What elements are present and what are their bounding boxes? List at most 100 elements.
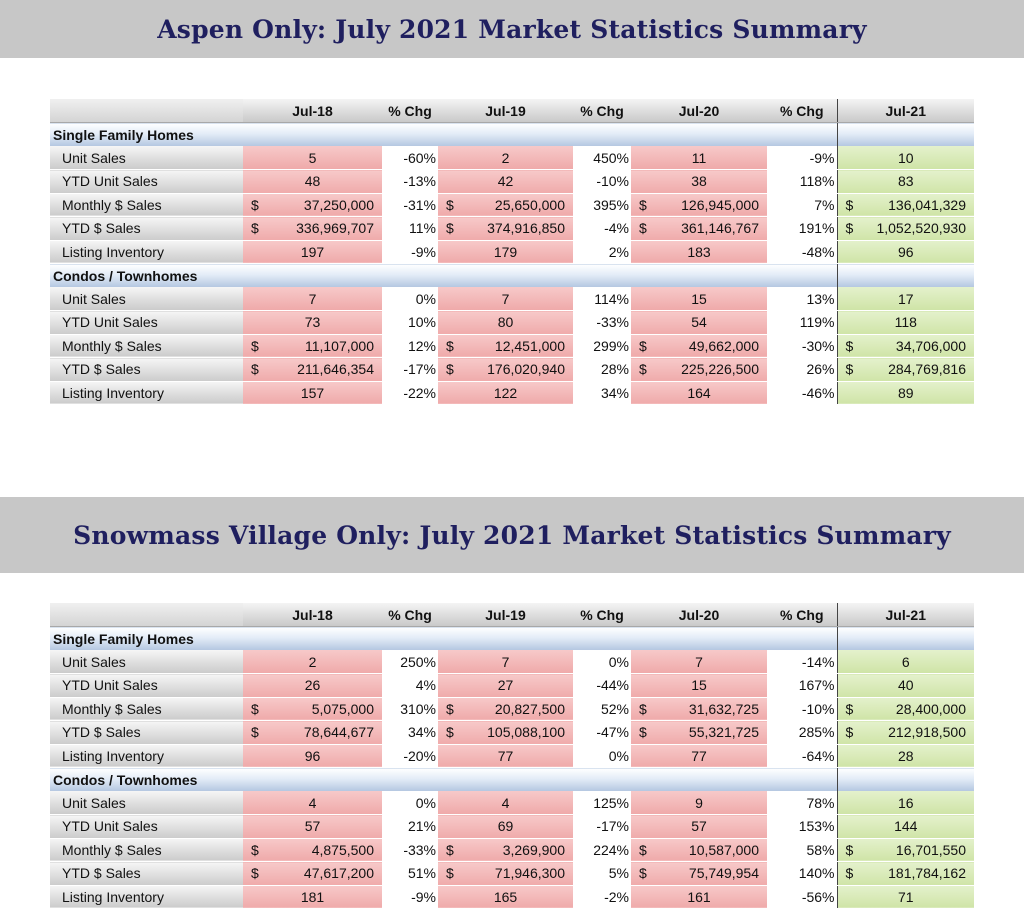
currency-symbol: $ (639, 841, 647, 858)
jul20-cell-money: $75,749,954 (631, 865, 767, 881)
jul20-cell-value: 183 (687, 243, 711, 260)
jul20-cell: 57 (631, 814, 767, 839)
pct-change-1: -20% (382, 744, 438, 768)
jul20-cell: $126,945,000 (631, 193, 767, 217)
jul20-cell: $49,662,000 (631, 334, 767, 358)
pct-change-2: -10% (573, 169, 631, 193)
jul20-cell-value: 49,662,000 (688, 337, 759, 354)
table-row: Unit Sales 7 0% 7 114% 15 13% 17 (50, 287, 974, 311)
jul21-cell: 10 (836, 146, 974, 170)
jul20-cell: 11 (631, 146, 767, 170)
pct-change-3: 13% (767, 287, 837, 311)
jul21-cell: 40 (836, 673, 974, 698)
aspen-stats-table: Jul-18% Chg Jul-19% Chg Jul-20% Chg Jul-21 … (50, 99, 974, 405)
snowmass-stats-table: Jul-18% Chg Jul-19% Chg Jul-20% Chg Jul-21 … (50, 603, 974, 909)
jul20-cell-value: 7 (695, 653, 703, 670)
pct-change-3: -56% (767, 885, 837, 909)
pct-change-3: 191% (767, 216, 837, 240)
jul21-cell-value: 10 (897, 149, 914, 166)
pct-change-3: 26% (767, 357, 837, 381)
jul20-cell-value: 15 (691, 677, 707, 694)
pct-change-2: -33% (573, 310, 631, 334)
jul21-cell: 144 (836, 814, 974, 839)
table-row: Unit Sales 4 0% 4 125% 9 78% 16 (50, 791, 974, 815)
jul21-cell: $28,400,000 (836, 697, 974, 721)
column-header: Jul-21 (836, 603, 974, 627)
table-row: Monthly $ Sales $4,875,500 -33% $3,269,900 2… (50, 838, 974, 862)
pct-change-2: 299% (573, 334, 631, 358)
jul20-cell-value: 75,749,954 (688, 865, 759, 882)
pct-change-1: 12% (382, 334, 438, 358)
jul21-cell-value: 118 (894, 314, 917, 331)
column-header (50, 603, 243, 627)
row-label: Unit Sales (50, 287, 243, 311)
jul21-cell-value: 89 (897, 384, 914, 401)
jul21-cell: 89 (836, 381, 974, 405)
jul21-cell-money: $16,701,550 (838, 842, 974, 858)
jul20-cell: 183 (631, 240, 767, 264)
table-row: YTD $ Sales $78,644,677 34% $105,088,100 -47… (50, 720, 974, 745)
jul19-cell-value: 122 (493, 384, 518, 401)
row-label: Unit Sales (50, 146, 243, 170)
snowmass-title: Snowmass Village Only: July 2021 Market … (73, 520, 951, 550)
column-header: % Chg (573, 99, 631, 123)
pct-change-1: 10% (382, 310, 438, 334)
jul18-cell-value: 78,644,677 (303, 724, 374, 741)
column-header: % Chg (573, 603, 631, 627)
jul21-cell: 28 (836, 744, 974, 768)
pct-change-2: -4% (573, 216, 631, 240)
aspen-title: Aspen Only: July 2021 Market Statistics … (157, 14, 867, 44)
jul21-cell-value: 284,769,816 (888, 361, 966, 378)
jul21-cell-value: 34,706,000 (895, 337, 966, 354)
jul19-cell-value: 80 (497, 314, 514, 331)
pct-change-2: 2% (573, 240, 631, 264)
currency-symbol: $ (446, 865, 454, 882)
jul21-cell-money: $34,706,000 (838, 337, 974, 354)
jul18-cell: $11,107,000 (243, 334, 382, 358)
jul18-cell: 157 (243, 381, 382, 405)
jul18-cell: $5,075,000 (243, 697, 382, 721)
jul20-cell-value: 9 (695, 794, 703, 811)
row-label: Listing Inventory (50, 240, 243, 264)
currency-symbol: $ (845, 337, 854, 354)
currency-symbol: $ (639, 865, 647, 882)
jul19-cell-value: 20,827,500 (494, 700, 565, 717)
jul18-cell-value: 73 (304, 314, 321, 331)
column-header: % Chg (767, 603, 837, 627)
jul21-cell: 118 (836, 310, 974, 335)
jul19-cell-value: 2 (501, 149, 510, 166)
jul20-cell-money: $55,321,725 (631, 724, 767, 740)
currency-symbol: $ (639, 196, 647, 213)
table-row: YTD $ Sales $47,617,200 51% $71,946,300 5% $7… (50, 861, 974, 886)
jul18-cell-value: 4 (308, 794, 317, 811)
table-row: YTD Unit Sales 26 4% 27 -44% 15 167% 40 (50, 673, 974, 698)
jul18-cell: 197 (243, 240, 382, 264)
column-header (50, 99, 243, 123)
jul20-cell-value: 161 (687, 888, 711, 905)
pct-change-2: -2% (573, 885, 631, 909)
jul19-cell: $71,946,300 (438, 861, 573, 886)
jul18-cell-money: $4,875,500 (243, 842, 382, 858)
pct-change-1: 34% (382, 720, 438, 744)
pct-change-3: -30% (767, 334, 837, 358)
pct-change-1: 0% (382, 791, 438, 815)
column-header: Jul-20 (631, 99, 767, 123)
jul21-cell-value: 83 (897, 173, 914, 190)
column-header: Jul-18 (243, 603, 382, 627)
pct-change-1: -17% (382, 357, 438, 381)
table-row: YTD Unit Sales 48 -13% 42 -10% 38 118% 83 (50, 169, 974, 194)
pct-change-2: 28% (573, 357, 631, 381)
section-divider-cell (836, 122, 974, 146)
jul20-cell: 15 (631, 673, 767, 698)
jul21-cell-value: 17 (897, 290, 914, 307)
row-label: Monthly $ Sales (50, 697, 243, 721)
jul21-cell: $34,706,000 (836, 334, 974, 358)
pct-change-3: -10% (767, 697, 837, 721)
column-header: Jul-19 (438, 603, 573, 627)
jul19-cell: $20,827,500 (438, 697, 573, 721)
jul19-cell-value: 4 (501, 794, 510, 811)
jul19-cell: 7 (438, 650, 573, 674)
row-label: Unit Sales (50, 791, 243, 815)
table-row: Monthly $ Sales $5,075,000 310% $20,827,500… (50, 697, 974, 721)
row-label: Listing Inventory (50, 885, 243, 909)
